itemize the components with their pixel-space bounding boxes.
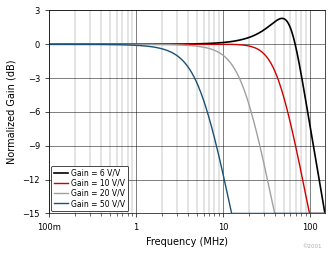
Gain = 50 V/V [94,43,98,46]
Gain = 6 V/V [155,43,159,46]
Gain = 50 V/V [328,212,332,215]
Gain = 10 V/V [43,43,47,46]
Gain = 10 V/V [307,212,311,215]
Gain = 6 V/V [167,43,171,46]
Gain = 10 V/V [94,43,98,46]
Line: Gain = 20 V/V: Gain = 20 V/V [45,44,332,213]
Line: Gain = 50 V/V: Gain = 50 V/V [45,44,332,213]
Text: ©2001: ©2001 [302,244,322,249]
Gain = 10 V/V [76,43,80,46]
Gain = 10 V/V [212,43,216,46]
Gain = 20 V/V [297,212,301,215]
Gain = 20 V/V [94,43,98,46]
Gain = 10 V/V [167,43,171,46]
Gain = 20 V/V [167,43,171,46]
Gain = 20 V/V [155,43,159,46]
Gain = 6 V/V [94,43,98,46]
Gain = 20 V/V [43,43,47,46]
Gain = 6 V/V [328,212,332,215]
Y-axis label: Normalized Gain (dB): Normalized Gain (dB) [7,60,17,164]
Gain = 10 V/V [297,160,301,163]
Gain = 50 V/V [43,43,47,46]
Gain = 10 V/V [155,43,159,46]
Legend: Gain = 6 V/V, Gain = 10 V/V, Gain = 20 V/V, Gain = 50 V/V: Gain = 6 V/V, Gain = 10 V/V, Gain = 20 V… [51,166,128,211]
Gain = 6 V/V [297,61,301,64]
Gain = 6 V/V [280,17,284,20]
Gain = 50 V/V [155,46,159,49]
X-axis label: Frequency (MHz): Frequency (MHz) [146,237,228,247]
Gain = 10 V/V [328,212,332,215]
Gain = 20 V/V [328,212,332,215]
Gain = 50 V/V [167,50,171,53]
Line: Gain = 6 V/V: Gain = 6 V/V [45,18,332,213]
Gain = 6 V/V [43,43,47,46]
Gain = 50 V/V [229,212,233,215]
Gain = 6 V/V [323,212,327,215]
Gain = 20 V/V [76,43,80,46]
Gain = 50 V/V [297,212,301,215]
Line: Gain = 10 V/V: Gain = 10 V/V [45,44,332,213]
Gain = 20 V/V [273,212,277,215]
Gain = 6 V/V [76,43,80,46]
Gain = 50 V/V [76,43,80,46]
